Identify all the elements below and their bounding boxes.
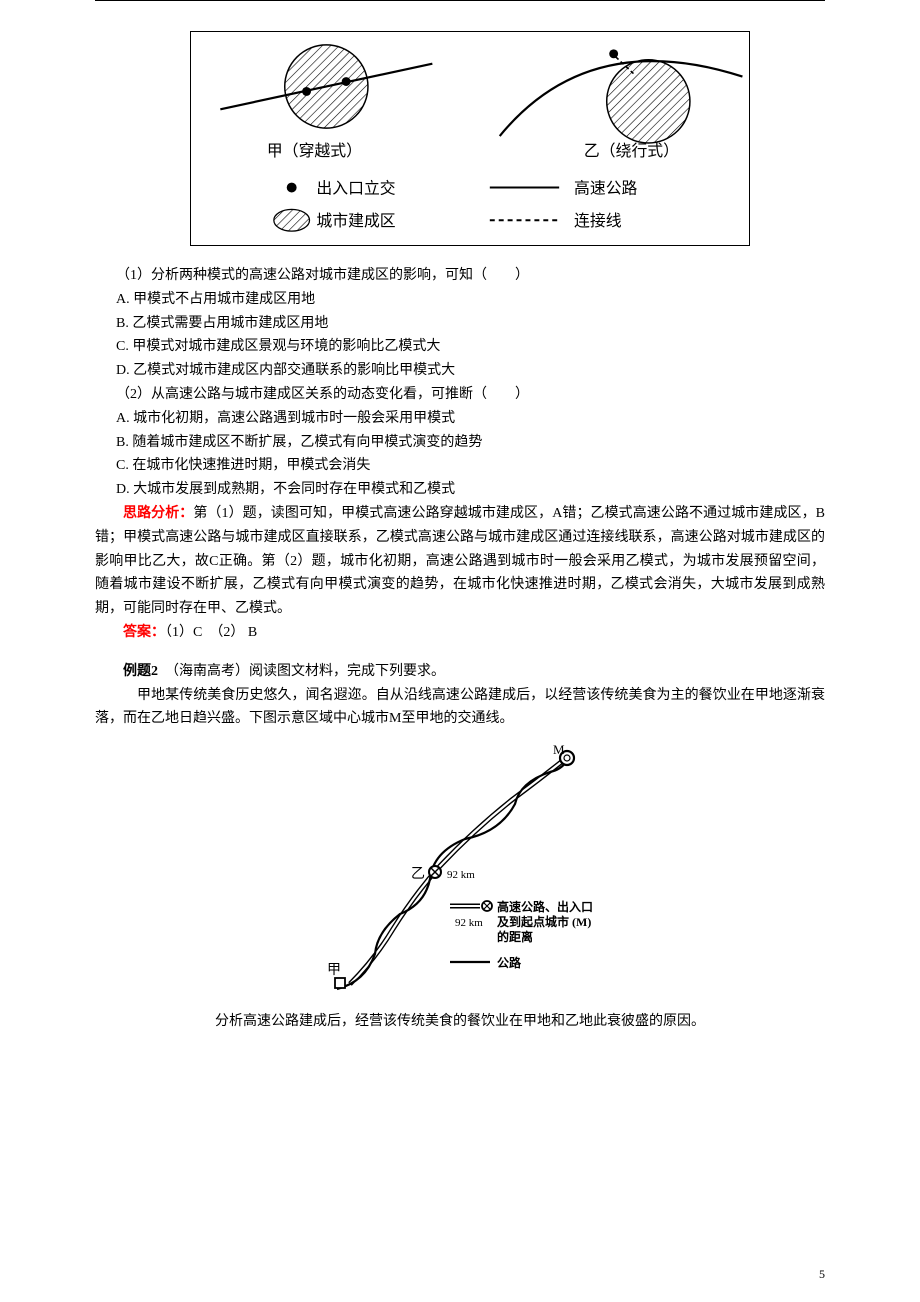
q2-optC: C. 在城市化快速推进时期，甲模式会消失 (95, 454, 825, 478)
caption-left: 甲（穿越式） (267, 142, 362, 160)
analysis-text: 第（1）题，读图可知，甲模式高速公路穿越城市建成区，A错；乙模式高速公路不通过城… (95, 506, 825, 616)
legend-solid: 高速公路 (574, 179, 638, 197)
q1-optD: D. 乙模式对城市建成区内部交通联系的影响比甲模式大 (95, 359, 825, 383)
map-jia: 甲 (327, 963, 341, 978)
q1-optA: A. 甲模式不占用城市建成区用地 (95, 288, 825, 312)
example2-header: 例题2 （海南高考）阅读图文材料，完成下列要求。 (95, 660, 825, 684)
map-dist1: 92 km (447, 869, 475, 881)
map-legend2: 及到起点城市 (M) (497, 914, 591, 929)
map-yi: 乙 (411, 866, 425, 882)
page-top-rule (95, 0, 825, 1)
highway-modes-diagram: 甲（穿越式） 乙（绕行式） 出入口立交 高速公路 城市建成区 连接线 (190, 31, 750, 246)
legend-dot: 出入口立交 (316, 179, 395, 197)
map-legend4: 公路 (497, 955, 522, 970)
map-dist2: 92 km (455, 917, 483, 929)
legend-dash: 连接线 (574, 212, 622, 230)
answer-line: 答案：（1）C （2） B (95, 621, 825, 645)
answer-text: （1）C （2） B (165, 625, 257, 640)
map-city-m: M (553, 742, 565, 757)
q1-optB: B. 乙模式需要占用城市建成区用地 (95, 312, 825, 336)
answer-label: 答案： (123, 625, 165, 640)
q1-stem1: （1）分析两种模式的高速公路对城市建成区的影响，可知（ ） (95, 264, 825, 288)
example2-finalq: 分析高速公路建成后，经营该传统美食的餐饮业在甲地和乙地此衰彼盛的原因。 (95, 1010, 825, 1034)
map-legend3: 的距离 (497, 929, 533, 944)
caption-right: 乙（绕行式） (584, 142, 679, 160)
example2-source: （海南高考）阅读图文材料，完成下列要求。 (158, 664, 445, 679)
diagram-svg: 甲（穿越式） 乙（绕行式） 出入口立交 高速公路 城市建成区 连接线 (191, 32, 749, 245)
q2-optD: D. 大城市发展到成熟期，不会同时存在甲模式和乙模式 (95, 478, 825, 502)
example2-para: 甲地某传统美食历史悠久，闻名遐迩。自从沿线高速公路建成后，以经营该传统美食为主的… (95, 684, 825, 732)
page-number: 5 (819, 1264, 825, 1284)
example2-label: 例题2 (123, 664, 158, 679)
q2-optB: B. 随着城市建成区不断扩展，乙模式有向甲模式演变的趋势 (95, 431, 825, 455)
q1-stem2: （2）从高速公路与城市建成区关系的动态变化看，可推断（ ） (95, 383, 825, 407)
legend-hatch: 城市建成区 (316, 212, 395, 230)
analysis-label: 思路分析： (123, 506, 193, 521)
map-legend1: 高速公路、出入口 (497, 899, 593, 914)
analysis-paragraph: 思路分析：第（1）题，读图可知，甲模式高速公路穿越城市建成区，A错；乙模式高速公… (95, 502, 825, 621)
q1-optC: C. 甲模式对城市建成区景观与环境的影响比乙模式大 (95, 335, 825, 359)
q2-optA: A. 城市化初期，高速公路遇到城市时一般会采用甲模式 (95, 407, 825, 431)
traffic-map: M 乙 92 km 甲 高速公路、出入口 92 km 及到起点城市 (M) 的距… (315, 734, 605, 1004)
